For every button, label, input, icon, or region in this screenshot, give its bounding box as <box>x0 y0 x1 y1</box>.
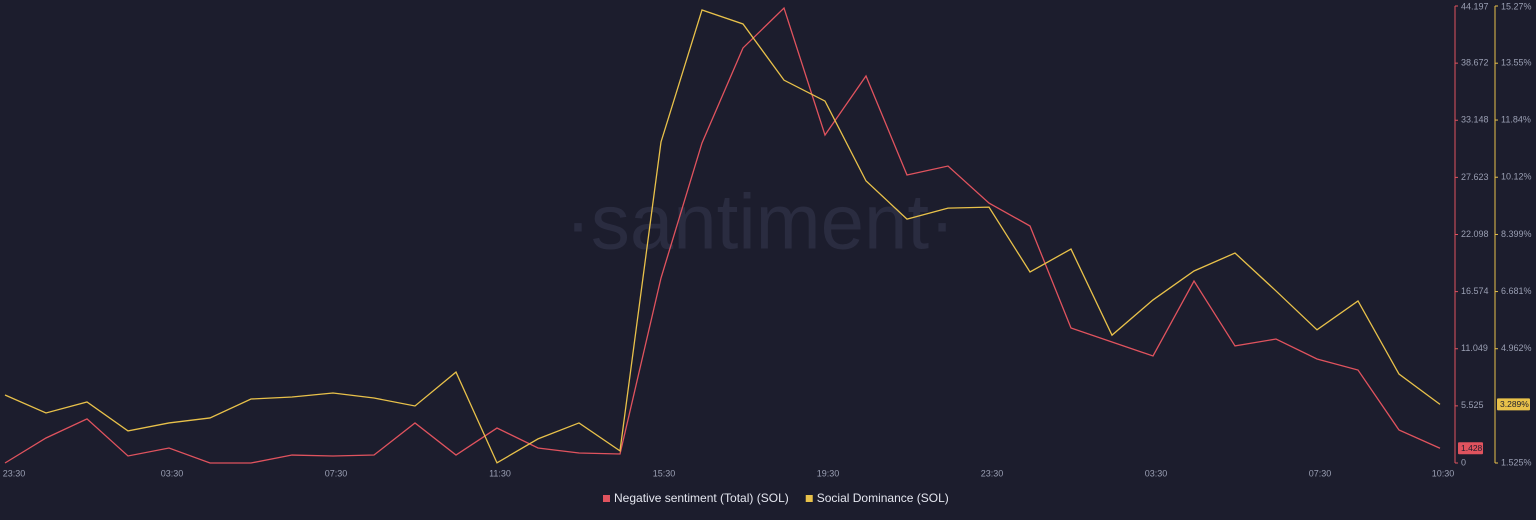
x-tick-label: 10:30 <box>1432 468 1455 478</box>
y2-tick-label: 6.681% <box>1501 286 1532 296</box>
watermark: ·santiment· <box>565 178 955 266</box>
y2-tick-label: 8.399% <box>1501 229 1532 239</box>
x-tick-label: 07:30 <box>1309 468 1332 478</box>
x-tick-label: 19:30 <box>817 468 840 478</box>
series-line <box>4 6 1441 464</box>
x-tick-label: 15:30 <box>653 468 676 478</box>
x-tick-label: 03:30 <box>1145 468 1168 478</box>
y-tick-label: 33.148 <box>1461 115 1489 125</box>
current-value-badge <box>1497 398 1530 411</box>
y2-tick-label: 15.27% <box>1501 1 1532 11</box>
x-tick-label: 23:30 <box>981 468 1004 478</box>
x-tick-label: 07:30 <box>325 468 348 478</box>
current-value-label: 3.289% <box>1500 399 1529 409</box>
y-tick-label: 16.574 <box>1461 286 1489 296</box>
y2-tick-label: 13.55% <box>1501 58 1532 68</box>
y-tick-label: 44.197 <box>1461 1 1489 11</box>
current-value-badge <box>1458 442 1483 455</box>
x-tick-label: 11:30 <box>489 468 511 478</box>
y2-tick-label: 10.12% <box>1501 172 1532 182</box>
series-line <box>4 9 1441 464</box>
y-tick-label: 27.623 <box>1461 172 1489 182</box>
y-tick-label: 38.672 <box>1461 58 1489 68</box>
x-tick-label: 03:30 <box>161 468 184 478</box>
y2-tick-label: 11.84% <box>1501 114 1531 124</box>
legend-swatch <box>603 495 610 502</box>
y-tick-label: 5.525 <box>1461 400 1484 410</box>
y2-tick-label: 1.525% <box>1501 457 1532 467</box>
legend-label: Social Dominance (SOL) <box>817 491 949 505</box>
legend-swatch <box>805 495 813 502</box>
legend-label: Negative sentiment (Total) (SOL) <box>614 491 789 505</box>
y-tick-label: 11.049 <box>1461 343 1488 353</box>
x-tick-label: 23:30 <box>3 468 26 478</box>
current-value-label: 1.428 <box>1461 443 1483 453</box>
y-tick-label: 0 <box>1461 457 1466 467</box>
y-tick-label: 22.098 <box>1461 229 1489 239</box>
y2-tick-label: 4.962% <box>1501 343 1532 353</box>
